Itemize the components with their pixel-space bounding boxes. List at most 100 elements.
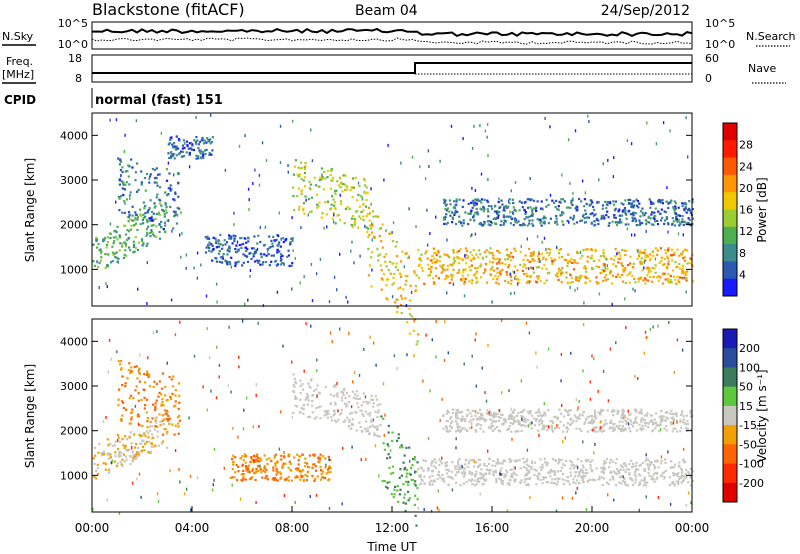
power-cell	[480, 198, 483, 201]
power-cell	[384, 260, 387, 263]
power-cell	[376, 248, 379, 251]
power-cell	[573, 259, 576, 262]
power-cell	[162, 209, 165, 212]
power-cell	[207, 139, 210, 142]
velocity-cell	[282, 462, 285, 465]
y-tick-label: 1000	[60, 469, 88, 482]
power-cell	[680, 272, 683, 275]
velocity-cell	[611, 427, 614, 430]
velocity-cell	[520, 479, 523, 482]
power-cell	[476, 211, 479, 214]
power-cell	[557, 205, 560, 208]
power-cell	[578, 197, 581, 201]
power-cell	[444, 199, 447, 202]
power-cell	[112, 253, 115, 256]
velocity-cell	[406, 353, 408, 357]
power-cell	[303, 212, 306, 215]
power-cell	[686, 221, 689, 225]
velocity-cell	[492, 459, 495, 462]
power-cell	[523, 272, 526, 276]
power-cell	[279, 161, 282, 165]
power-cell	[370, 256, 373, 259]
power-cell	[146, 218, 149, 221]
velocity-cell	[114, 454, 117, 458]
velocity-cell	[169, 469, 171, 473]
velocity-cell	[407, 480, 410, 483]
velocity-cell	[263, 466, 266, 470]
power-cell	[343, 222, 346, 225]
power-cell	[394, 266, 397, 269]
velocity-cell	[178, 394, 181, 397]
power-cell	[539, 222, 542, 225]
velocity-cell	[603, 461, 607, 464]
power-cell	[521, 269, 525, 272]
velocity-cell	[444, 461, 447, 465]
power-cell	[387, 268, 390, 272]
velocity-cell	[130, 416, 133, 419]
velocity-cell	[647, 422, 650, 425]
colorbar-swatch	[723, 425, 737, 445]
velocity-cell	[520, 429, 523, 432]
velocity-cell	[443, 480, 446, 483]
velocity-cell	[405, 468, 409, 471]
velocity-cell	[515, 430, 518, 433]
velocity-cell	[451, 461, 454, 464]
velocity-cell	[513, 459, 517, 462]
velocity-cell	[105, 416, 107, 419]
power-cell	[150, 217, 153, 220]
power-cell	[491, 252, 494, 255]
power-cell	[648, 267, 651, 270]
velocity-cell	[624, 419, 627, 422]
power-cell	[300, 190, 303, 193]
velocity-cell	[471, 425, 473, 429]
velocity-cell	[623, 414, 626, 417]
velocity-cell	[625, 422, 628, 425]
power-cell	[654, 247, 657, 250]
velocity-cell	[618, 420, 621, 423]
power-cell	[619, 257, 622, 260]
velocity-cell	[171, 385, 175, 388]
power-cell	[554, 220, 557, 223]
velocity-cell	[398, 493, 401, 496]
velocity-cell	[113, 444, 116, 447]
power-cell	[208, 249, 211, 252]
velocity-cell	[487, 343, 489, 347]
velocity-cell	[488, 468, 492, 472]
velocity-cell	[315, 493, 318, 497]
power-cell	[620, 273, 624, 276]
velocity-cell	[118, 388, 121, 391]
power-cell	[297, 166, 300, 169]
power-cell	[669, 129, 671, 133]
velocity-cell	[625, 484, 629, 487]
power-cell	[298, 208, 301, 211]
power-cell	[277, 243, 280, 246]
velocity-cell	[664, 419, 667, 422]
power-cell	[685, 211, 688, 214]
power-cell	[160, 220, 163, 223]
velocity-cell	[110, 461, 112, 465]
power-cell	[195, 116, 197, 119]
velocity-cell	[431, 460, 434, 463]
power-cell	[558, 270, 561, 273]
power-cell	[198, 149, 201, 152]
velocity-cell	[576, 486, 578, 490]
power-cell	[229, 263, 232, 266]
velocity-cell	[644, 469, 647, 472]
power-cell	[605, 214, 608, 217]
power-cell	[461, 258, 464, 261]
velocity-cell	[403, 454, 406, 457]
power-cell	[287, 170, 289, 174]
velocity-cell	[448, 429, 452, 432]
velocity-cell	[298, 455, 301, 458]
power-cell	[111, 260, 114, 263]
velocity-cell	[553, 474, 556, 477]
velocity-cell	[593, 357, 595, 361]
power-cell	[504, 279, 507, 283]
velocity-cell	[456, 426, 459, 429]
power-cell	[505, 215, 508, 218]
velocity-cell	[299, 379, 302, 382]
power-cell	[216, 300, 218, 304]
velocity-cell	[386, 487, 389, 490]
power-cell	[396, 254, 399, 258]
velocity-cell	[414, 494, 417, 497]
